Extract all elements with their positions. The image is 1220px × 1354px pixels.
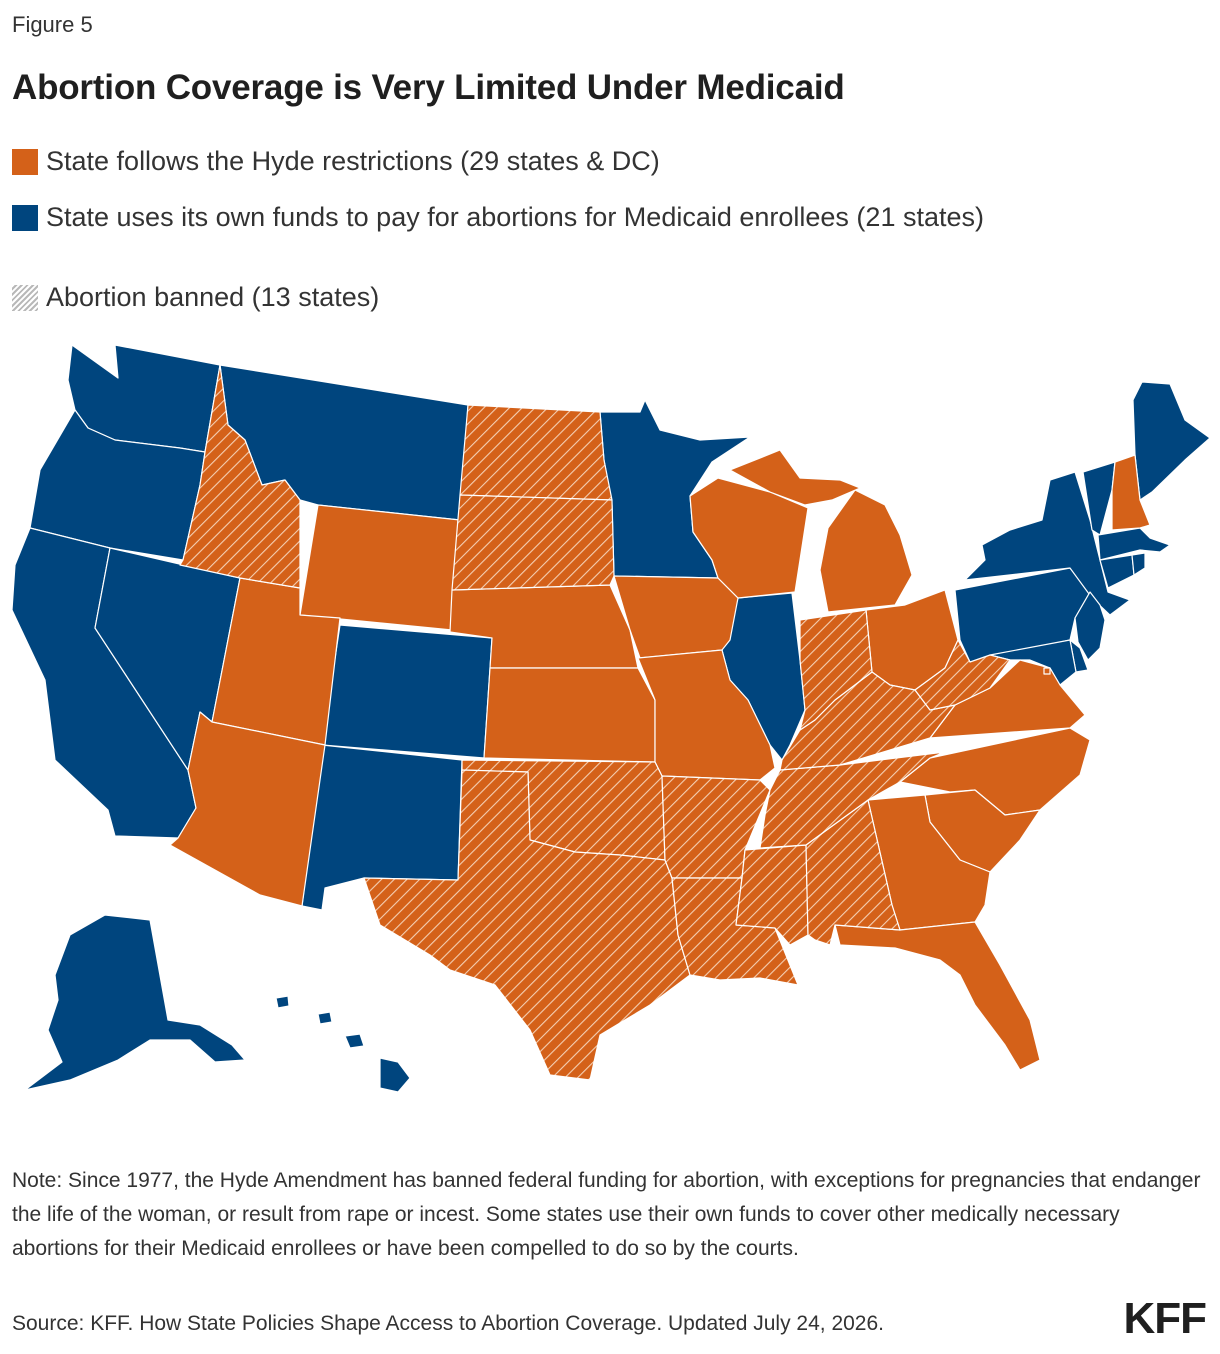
state-alaska — [24, 914, 246, 1091]
state-dc — [1043, 667, 1051, 675]
state-texas — [363, 769, 691, 1081]
state-wisconsin — [689, 477, 809, 599]
state-idaho — [179, 364, 301, 589]
chart-title: Abortion Coverage is Very Limited Under … — [12, 68, 845, 107]
legend-swatch-hyde — [12, 148, 38, 175]
legend-swatch-own-funds — [12, 204, 38, 231]
state-missouri — [637, 649, 776, 781]
state-florida — [834, 921, 1041, 1071]
source-text: Source: KFF. How State Policies Shape Ac… — [12, 1312, 884, 1335]
legend-label-hyde: State follows the Hyde restrictions (29 … — [46, 146, 660, 176]
state-north-dakota — [459, 404, 613, 501]
state-new-jersey — [1074, 591, 1106, 661]
state-hawaii-maui — [344, 1033, 365, 1049]
state-rhode-island — [1131, 552, 1146, 576]
legend-item-own-funds: State uses its own funds to pay for abor… — [12, 202, 984, 233]
legend-swatch-banned — [12, 284, 38, 311]
state-massachusetts — [1097, 527, 1171, 561]
kff-logo: KFF — [1123, 1294, 1207, 1343]
legend-item-banned: Abortion banned (13 states) — [12, 282, 379, 313]
state-hawaii-main — [379, 1057, 411, 1093]
state-hawaii-kauai — [275, 995, 290, 1009]
legend-item-hyde: State follows the Hyde restrictions (29 … — [12, 146, 660, 177]
note-text: Note: Since 1977, the Hyde Amendment has… — [12, 1169, 1201, 1260]
state-michigan — [819, 489, 913, 613]
figure-label: Figure 5 — [12, 12, 93, 37]
state-wyoming — [299, 504, 461, 631]
state-maine — [1132, 381, 1211, 501]
state-arizona — [169, 711, 326, 907]
state-kansas — [483, 667, 656, 763]
us-map — [11, 344, 1211, 1093]
state-hawaii-oahu — [317, 1011, 333, 1025]
state-colorado — [321, 624, 493, 759]
state-south-dakota — [451, 494, 615, 591]
state-new-hampshire — [1111, 454, 1151, 531]
state-vermont — [1082, 461, 1116, 536]
legend-label-banned: Abortion banned (13 states) — [46, 282, 380, 312]
state-alabama — [805, 799, 901, 946]
legend-label-own-funds: State uses its own funds to pay for abor… — [46, 202, 984, 232]
state-michigan-up — [729, 449, 861, 506]
state-west-virginia — [914, 639, 1011, 711]
state-indiana — [799, 609, 873, 731]
